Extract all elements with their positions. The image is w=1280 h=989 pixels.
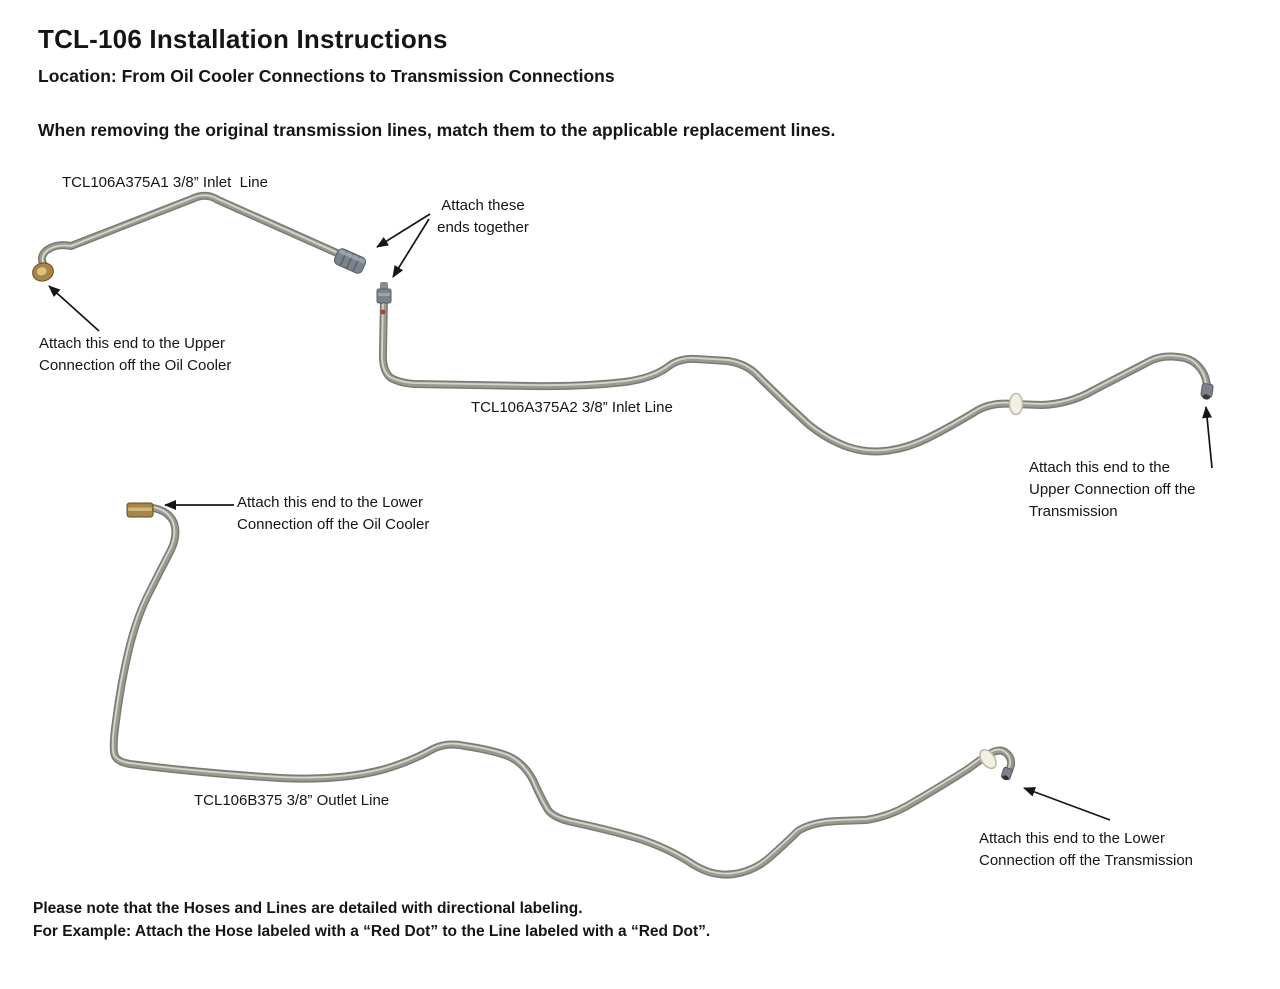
footer-note-line1: Please note that the Hoses and Lines are… bbox=[33, 900, 583, 917]
arrow-lower-transmission bbox=[1023, 787, 1111, 821]
inlet-line-a2-tube bbox=[378, 294, 1211, 456]
callout-attach-together: Attach these ends together bbox=[437, 197, 529, 236]
brass-fitting-oil-cooler-upper bbox=[32, 262, 54, 282]
arrow-upper-oil-cooler bbox=[48, 285, 100, 332]
red-dot-marker bbox=[380, 309, 386, 315]
flare-fitting-b375-end bbox=[1000, 766, 1013, 781]
inlet-line-a1-tube bbox=[38, 191, 341, 271]
footer-note-line2: For Example: Attach the Hose labeled wit… bbox=[33, 923, 711, 940]
line-a1-label: TCL106A375A1 3/8” Inlet Line bbox=[62, 174, 268, 191]
callout-upper-transmission: Attach this end to the Upper Connection … bbox=[1029, 459, 1196, 520]
page-title: TCL-106 Installation Instructions bbox=[38, 24, 448, 54]
instruction-text: When removing the original transmission … bbox=[38, 120, 836, 140]
line-b375-label: TCL106B375 3/8” Outlet Line bbox=[194, 792, 390, 809]
brass-fitting-oil-cooler-lower bbox=[126, 502, 154, 518]
mounting-grommet-a2 bbox=[1008, 392, 1024, 416]
flare-fitting-a2-top bbox=[376, 282, 392, 315]
callout-upper-oil-cooler: Attach this end to the Upper Connection … bbox=[39, 335, 232, 374]
outlet-line-b375-tube bbox=[109, 504, 1016, 879]
arrow-attach-together-1 bbox=[376, 213, 431, 248]
arrow-attach-together-2 bbox=[392, 218, 430, 278]
line-a2-label: TCL106A375A2 3/8” Inlet Line bbox=[471, 399, 673, 416]
arrow-upper-transmission bbox=[1202, 406, 1213, 469]
location-subtitle: Location: From Oil Cooler Connections to… bbox=[38, 66, 615, 86]
callout-arrows bbox=[48, 213, 1213, 821]
callout-lower-transmission: Attach this end to the Lower Connection … bbox=[979, 830, 1194, 869]
flare-fitting-a2-end bbox=[1200, 383, 1214, 400]
steel-union-nut bbox=[333, 248, 367, 274]
callout-lower-oil-cooler: Attach this end to the Lower Connection … bbox=[237, 494, 430, 533]
mounting-grommet-b375 bbox=[979, 748, 997, 770]
